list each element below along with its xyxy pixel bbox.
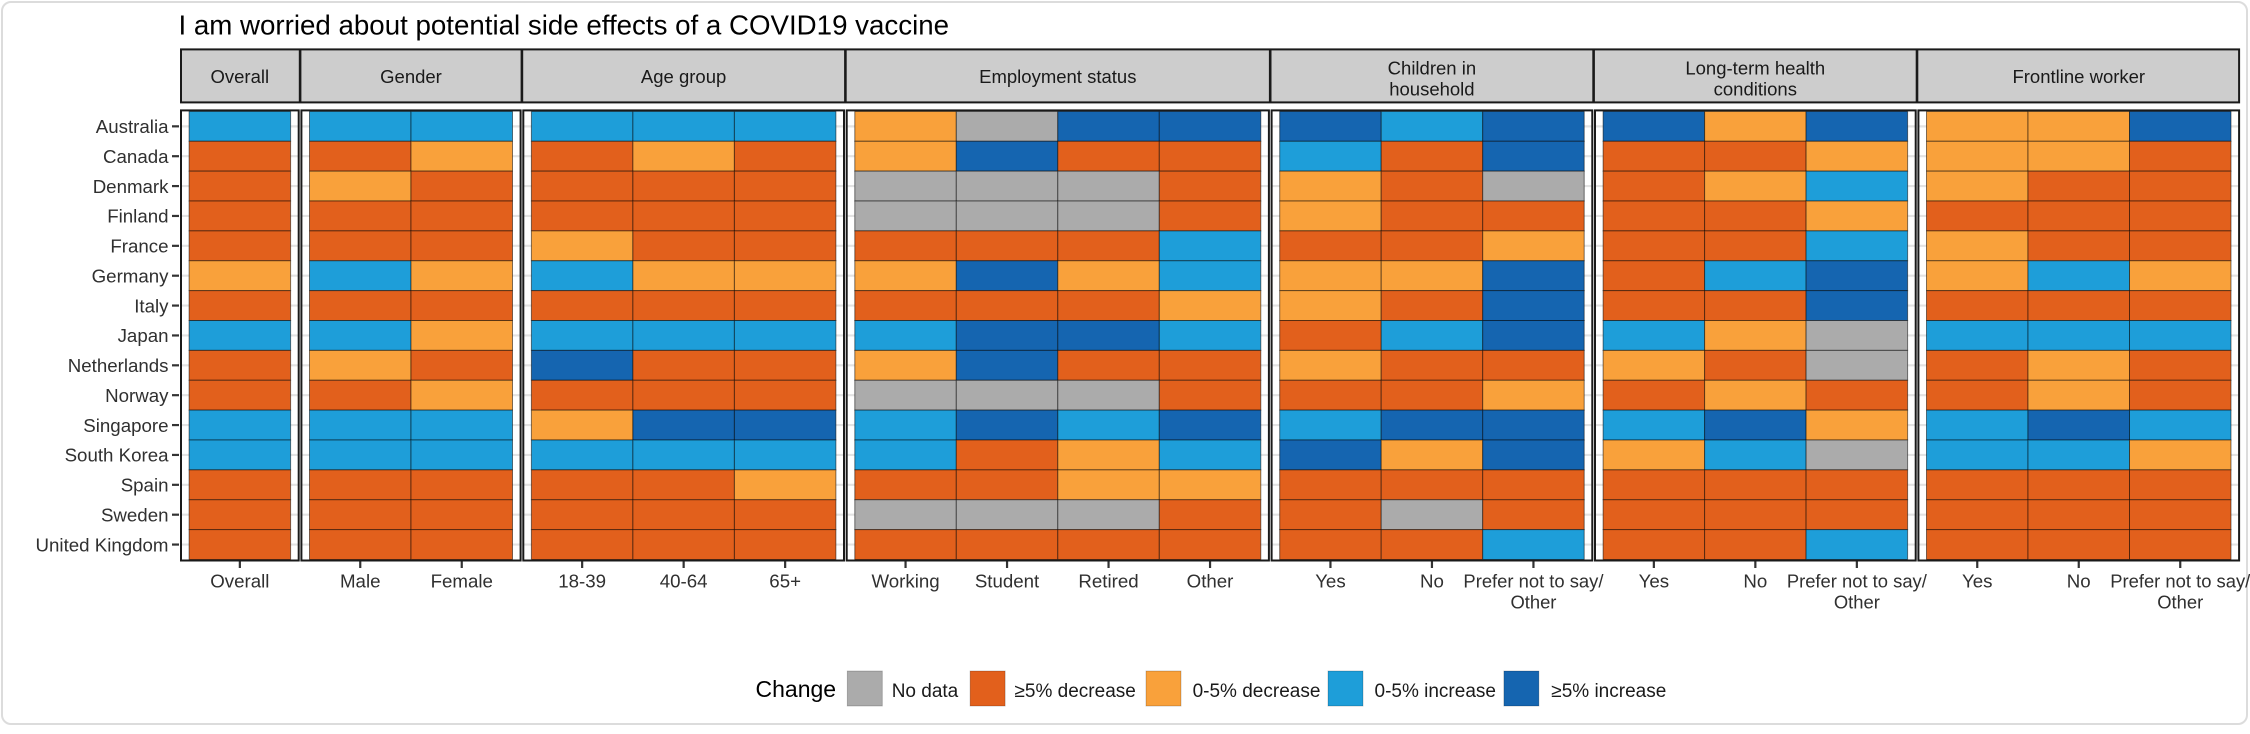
svg-text:United Kingdom: United Kingdom	[36, 534, 169, 555]
svg-text:65+: 65+	[769, 571, 801, 592]
svg-text:Prefer not to say/: Prefer not to say/	[2110, 571, 2250, 592]
svg-text:South Korea: South Korea	[65, 445, 170, 466]
svg-text:Age group: Age group	[641, 66, 726, 87]
svg-text:household: household	[1389, 78, 1474, 99]
svg-text:No: No	[2067, 571, 2091, 592]
svg-text:Spain: Spain	[121, 475, 169, 496]
svg-text:Male: Male	[340, 571, 381, 592]
svg-text:≥5% decrease: ≥5% decrease	[1015, 681, 1136, 702]
svg-text:Frontline worker: Frontline worker	[2012, 66, 2145, 87]
svg-text:Denmark: Denmark	[93, 176, 169, 197]
svg-text:Japan: Japan	[118, 325, 169, 346]
svg-text:0-5% increase: 0-5% increase	[1375, 681, 1496, 702]
svg-text:I am worried about potential s: I am worried about potential side effect…	[179, 10, 950, 41]
svg-text:Change: Change	[756, 676, 837, 702]
svg-text:No data: No data	[892, 681, 959, 702]
svg-text:Retired: Retired	[1078, 571, 1138, 592]
svg-text:Yes: Yes	[1639, 571, 1670, 592]
svg-text:Yes: Yes	[1315, 571, 1346, 592]
svg-text:Overall: Overall	[210, 66, 269, 87]
svg-text:Sweden: Sweden	[101, 504, 169, 525]
svg-text:0-5% decrease: 0-5% decrease	[1193, 681, 1321, 702]
svg-text:Finland: Finland	[107, 206, 168, 227]
svg-text:Italy: Italy	[134, 295, 169, 316]
svg-text:Other: Other	[1187, 571, 1234, 592]
svg-text:40-64: 40-64	[660, 571, 708, 592]
svg-text:Yes: Yes	[1962, 571, 1993, 592]
svg-text:Long-term health: Long-term health	[1685, 57, 1825, 78]
svg-text:Norway: Norway	[105, 385, 169, 406]
svg-text:Gender: Gender	[380, 66, 442, 87]
svg-text:Other: Other	[1834, 592, 1880, 613]
svg-text:Canada: Canada	[103, 146, 169, 167]
svg-text:Australia: Australia	[96, 116, 169, 137]
svg-text:Student: Student	[975, 571, 1040, 592]
svg-text:18-39: 18-39	[558, 571, 606, 592]
svg-text:conditions: conditions	[1714, 78, 1797, 99]
svg-text:≥5% increase: ≥5% increase	[1551, 681, 1666, 702]
svg-text:France: France	[110, 236, 168, 257]
svg-text:Overall: Overall	[210, 571, 269, 592]
svg-text:Working: Working	[871, 571, 939, 592]
svg-text:Singapore: Singapore	[83, 415, 168, 436]
svg-text:Children in: Children in	[1388, 57, 1476, 78]
svg-text:No: No	[1420, 571, 1444, 592]
svg-text:Female: Female	[431, 571, 493, 592]
svg-text:No: No	[1743, 571, 1767, 592]
svg-text:Germany: Germany	[92, 265, 170, 286]
svg-text:Netherlands: Netherlands	[68, 355, 169, 376]
svg-text:Other: Other	[1510, 592, 1556, 613]
svg-text:Prefer not to say/: Prefer not to say/	[1463, 571, 1604, 592]
svg-text:Employment status: Employment status	[979, 66, 1136, 87]
svg-text:Other: Other	[2157, 592, 2203, 613]
svg-text:Prefer not to say/: Prefer not to say/	[1787, 571, 1928, 592]
